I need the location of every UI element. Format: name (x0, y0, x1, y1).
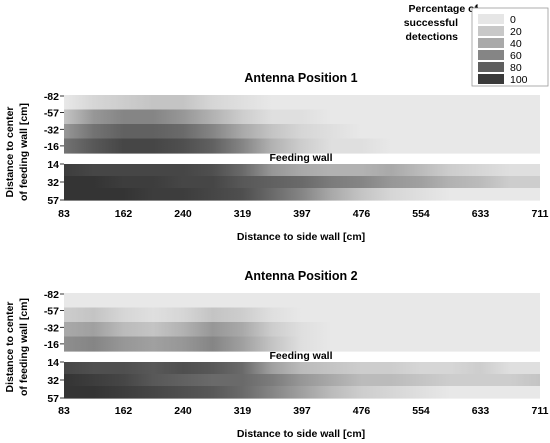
heatmap-row (64, 362, 540, 375)
panel-1-lower-heatmap (64, 164, 540, 201)
legend-label-20: 20 (510, 26, 522, 38)
panel-antenna-position-1: Antenna Position 1 Distance to center of… (4, 71, 549, 243)
xtick-label: 162 (115, 208, 133, 220)
ytick-label: -82 (44, 91, 59, 103)
ytick-label: 57 (47, 195, 59, 207)
xtick-label: 319 (234, 405, 252, 417)
legend-label-40: 40 (510, 38, 522, 50)
legend-title-line-3: detections (405, 31, 458, 43)
xtick-label: 240 (174, 208, 192, 220)
panel-2-ylabel-line-1: Distance to center (4, 301, 16, 392)
heatmap-row (64, 138, 540, 154)
legend-swatch-60 (478, 50, 504, 60)
heatmap-row (64, 322, 540, 338)
panel-2-yticks: -82 -57 -32 -16 14 32 57 (44, 289, 64, 405)
xtick-label: 476 (353, 405, 371, 417)
heatmap-row (64, 386, 540, 399)
legend-label-80: 80 (510, 62, 522, 74)
legend-swatch-20 (478, 26, 504, 36)
panel-1-title: Antenna Position 1 (244, 71, 357, 85)
legend-swatch-100 (478, 74, 504, 84)
xtick-label: 554 (412, 405, 430, 417)
ytick-label: 14 (47, 357, 59, 369)
ytick-label: -82 (44, 289, 59, 301)
panel-2-upper-heatmap (64, 293, 540, 352)
legend-title-line-2: successful (404, 17, 458, 29)
ytick-label: -57 (44, 306, 59, 318)
xtick-label: 162 (115, 405, 133, 417)
panel-2-title: Antenna Position 2 (244, 269, 357, 283)
ytick-label: -16 (44, 141, 59, 153)
ytick-label: -32 (44, 322, 59, 334)
heatmap-row (64, 124, 540, 140)
xtick-label: 83 (58, 208, 70, 220)
legend-label-0: 0 (510, 14, 516, 26)
ytick-label: 14 (47, 159, 59, 171)
xtick-label: 476 (353, 208, 371, 220)
xtick-label: 554 (412, 208, 430, 220)
panel-2-ylabel-line-2: of feeding wall [cm] (18, 298, 30, 396)
panel-2-xticks: 83 162 240 319 397 476 554 633 711 (58, 405, 548, 417)
legend-label-100: 100 (510, 74, 528, 86)
xtick-label: 83 (58, 405, 70, 417)
panel-1-upper-heatmap (64, 95, 540, 154)
panel-1-yticks: -82 -57 -32 -16 14 32 57 (44, 91, 64, 207)
legend: Percentage of successful detections 0204… (404, 3, 549, 87)
ytick-label: -57 (44, 108, 59, 120)
heatmap-row (64, 109, 540, 125)
heatmap-row (64, 95, 540, 111)
xtick-label: 711 (532, 208, 549, 220)
panel-1-xticks: 83 162 240 319 397 476 554 633 711 (58, 208, 548, 220)
xtick-label: 711 (532, 405, 549, 417)
heatmap-row (64, 307, 540, 323)
xtick-label: 240 (174, 405, 192, 417)
ytick-label: 57 (47, 393, 59, 405)
heatmap-row (64, 188, 540, 201)
legend-label-60: 60 (510, 50, 522, 62)
panel-2-feeding-wall-label: Feeding wall (269, 350, 332, 362)
panel-2-lower-heatmap (64, 362, 540, 399)
panel-1-ylabel-line-1: Distance to center (4, 106, 16, 197)
xtick-label: 397 (293, 208, 311, 220)
legend-title-line-1: Percentage of (409, 3, 479, 15)
xtick-label: 397 (293, 405, 311, 417)
xtick-label: 319 (234, 208, 252, 220)
ytick-label: -32 (44, 124, 59, 136)
ytick-label: 32 (47, 375, 59, 387)
ytick-label: -16 (44, 339, 59, 351)
panel-2-xlabel: Distance to side wall [cm] (237, 428, 365, 440)
ytick-label: 32 (47, 177, 59, 189)
panel-antenna-position-2: Antenna Position 2 Distance to center of… (4, 269, 549, 440)
legend-swatch-40 (478, 38, 504, 48)
xtick-label: 633 (472, 208, 490, 220)
panel-1-ylabel-line-2: of feeding wall [cm] (18, 103, 30, 201)
legend-swatch-80 (478, 62, 504, 72)
heatmap-row (64, 176, 540, 189)
legend-swatch-0 (478, 14, 504, 24)
heatmap-row (64, 164, 540, 177)
panel-1-feeding-wall-label: Feeding wall (269, 152, 332, 164)
heatmap-row (64, 293, 540, 309)
xtick-label: 633 (472, 405, 490, 417)
panel-1-xlabel: Distance to side wall [cm] (237, 231, 365, 243)
heatmap-row (64, 336, 540, 352)
heatmap-row (64, 374, 540, 387)
